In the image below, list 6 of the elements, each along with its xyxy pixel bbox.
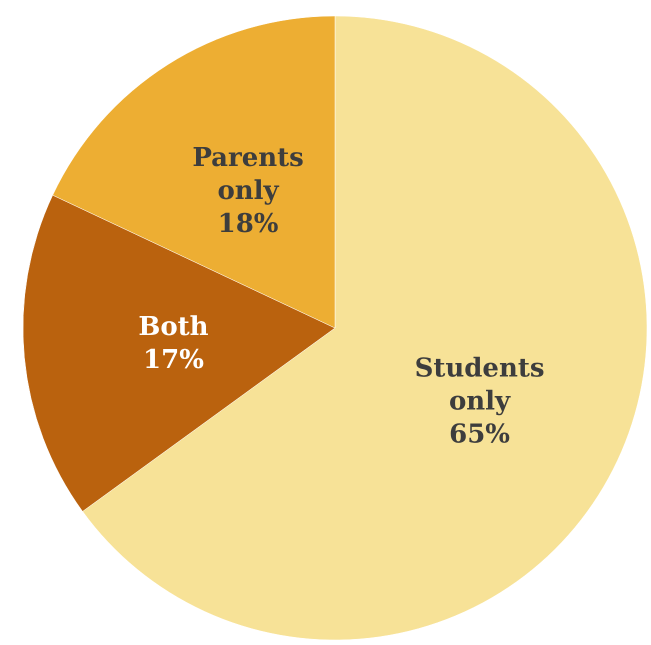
data-label: 18% xyxy=(218,209,279,240)
slice-label: Both xyxy=(138,312,209,342)
slice-label: Students only xyxy=(414,354,545,417)
data-label: 65% xyxy=(449,420,510,450)
slice-label: Parents only xyxy=(192,143,304,206)
data-label: 17% xyxy=(143,344,204,375)
